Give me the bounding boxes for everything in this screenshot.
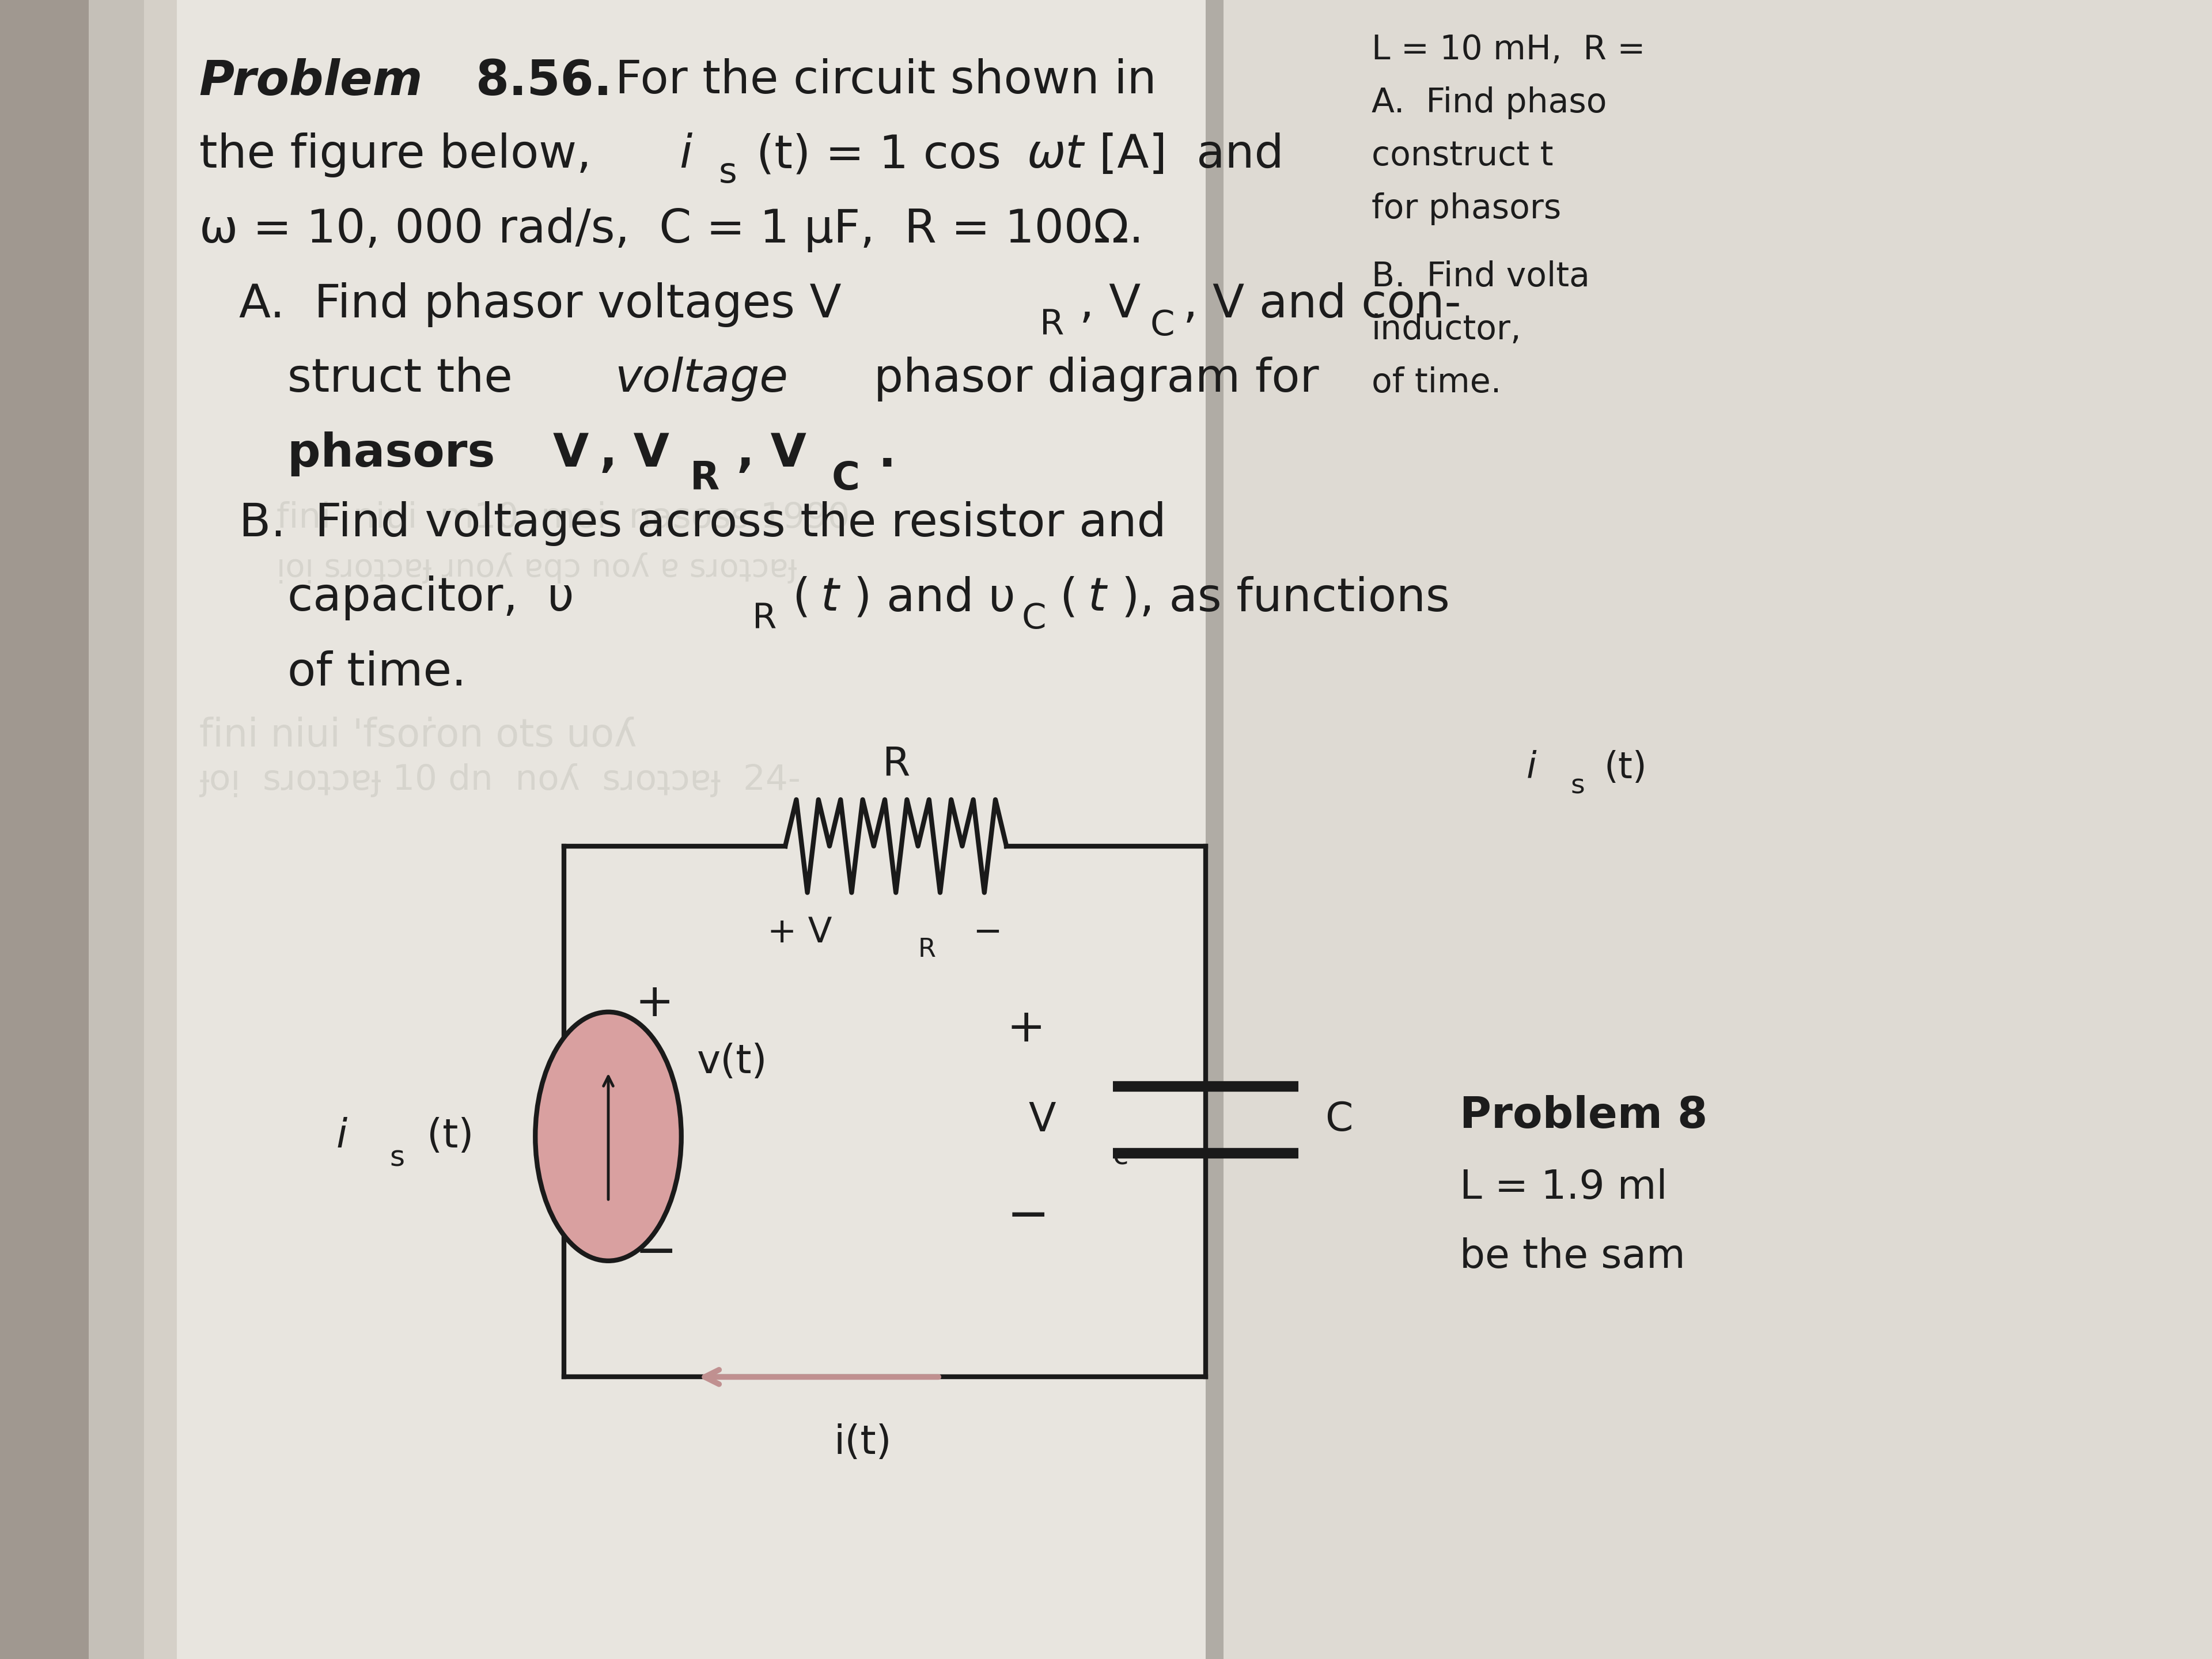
Text: , V: , V [1079,282,1141,327]
Text: of time.: of time. [288,650,467,695]
Text: L = 1.9 ml: L = 1.9 ml [1460,1168,1668,1206]
Text: inductor,: inductor, [1371,314,1522,347]
Text: for phasors: for phasors [1371,192,1562,226]
Text: −: − [1006,1191,1048,1241]
Text: ωt: ωt [1026,133,1084,178]
Text: ) and υ: ) and υ [854,576,1015,620]
Text: (t) = 1 cos: (t) = 1 cos [757,133,1002,178]
Text: of time.: of time. [1371,367,1502,400]
Text: phasor diagram for: phasor diagram for [874,357,1318,401]
Text: For the circuit shown in: For the circuit shown in [615,58,1157,103]
Text: construct t: construct t [1371,139,1553,173]
Text: R: R [752,602,776,635]
Text: (t): (t) [1604,750,1646,786]
Text: +: + [1006,1005,1046,1052]
Bar [1206,0,1223,1659]
Text: struct the: struct the [288,357,526,401]
Text: i(t): i(t) [834,1423,891,1462]
Bar [88,0,144,1659]
Text: [A]  and: [A] and [1099,133,1285,178]
Text: , V: , V [599,431,668,476]
Text: i: i [336,1117,347,1156]
Text: V: V [553,431,588,476]
Text: C: C [1150,309,1175,342]
Text: B.  Find volta: B. Find volta [1371,260,1590,294]
Bar [88,0,1217,1659]
Text: A.  Find phasor voltages V: A. Find phasor voltages V [239,282,841,327]
Text: , V and con-: , V and con- [1183,282,1462,327]
Bar [144,0,177,1659]
Text: fini  niui  m10  moi  nasoss 1990: fini niui m10 moi nasoss 1990 [276,501,849,534]
Text: s: s [719,156,737,189]
Text: i: i [1526,750,1537,786]
Text: the figure below,: the figure below, [199,133,591,178]
Text: .: . [878,431,896,476]
Text: R: R [918,937,936,962]
Text: capacitor,  υ: capacitor, υ [288,576,575,620]
Text: voltage: voltage [615,357,787,401]
Text: s: s [1571,773,1584,800]
Text: ɟoᴉ  sɹoʇɔɐɟ 10 dn  noʎ  sɹoʇɔɐɟ  24-: ɟoᴉ sɹoʇɔɐɟ 10 dn noʎ sɹoʇɔɐɟ 24- [199,763,801,796]
Text: ᴉoᴉ sɹoʇɔɐɟ ɹnoʎ ɐqɔ noʎ ɐ sɹoʇɔɐɟ: ᴉoᴉ sɹoʇɔɐɟ ɹnoʎ ɐqɔ noʎ ɐ sɹoʇɔɐɟ [276,552,796,584]
Text: be the sam: be the sam [1460,1238,1686,1276]
Text: t: t [821,576,838,620]
Text: 8.56.: 8.56. [476,58,613,105]
Text: B.  Find voltages across the resistor and: B. Find voltages across the resistor and [239,501,1166,546]
Text: i: i [679,133,692,178]
Text: −: − [635,1228,677,1277]
Text: C: C [1022,602,1046,635]
Text: Problem: Problem [199,58,422,105]
Text: s: s [389,1145,405,1171]
Text: c: c [1113,1143,1128,1170]
Text: Problem 8: Problem 8 [1460,1095,1708,1136]
Bar [1217,0,2212,1659]
Text: (: ( [792,576,810,620]
Text: C: C [832,460,860,498]
Text: phasors: phasors [288,431,511,476]
Text: C: C [1325,1100,1354,1140]
Text: fini niui 'fsoṙon ots uoʎ: fini niui 'fsoṙon ots uoʎ [199,717,637,755]
Text: R: R [883,745,909,783]
Text: ), as functions: ), as functions [1121,576,1449,620]
Ellipse shape [535,1012,681,1261]
Text: t: t [1088,576,1106,620]
Text: + V: + V [768,916,832,949]
Text: +: + [635,980,675,1027]
Text: A.  Find phaso: A. Find phaso [1371,86,1606,119]
Text: ω = 10, 000 rad/s,  C = 1 μF,  R = 100Ω.: ω = 10, 000 rad/s, C = 1 μF, R = 100Ω. [199,207,1144,252]
Text: R: R [1040,309,1064,342]
Text: V: V [1029,1100,1055,1140]
Text: −: − [962,916,1002,949]
Text: (: ( [1060,576,1077,620]
Text: , V: , V [737,431,805,476]
Text: L = 10 mH,  R =: L = 10 mH, R = [1371,33,1646,66]
Text: v(t): v(t) [697,1042,768,1082]
Text: (t): (t) [427,1117,473,1156]
Text: R: R [690,460,719,498]
